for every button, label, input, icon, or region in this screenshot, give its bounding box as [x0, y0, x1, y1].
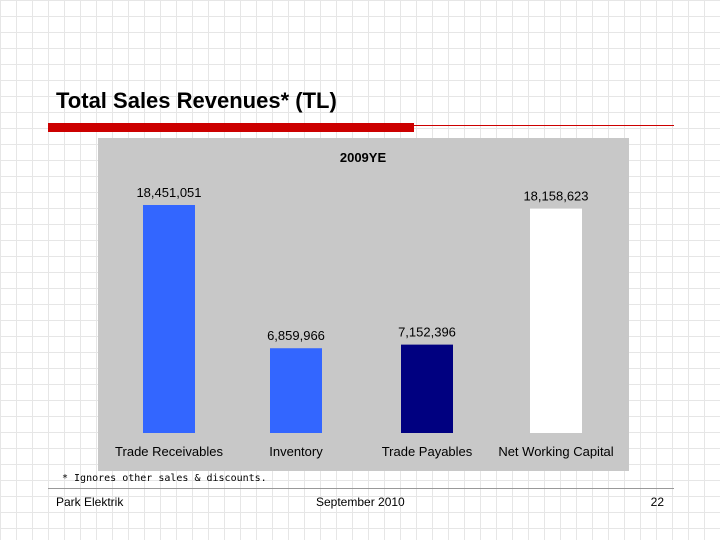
footer-date: September 2010: [316, 495, 405, 509]
footnote: * Ignores other sales & discounts.: [62, 473, 267, 484]
x-tick-label: Trade Payables: [382, 444, 473, 459]
x-tick-label: Trade Receivables: [115, 444, 223, 459]
bar-net-working-capital: [530, 208, 582, 433]
footer-divider: [48, 488, 674, 489]
data-label: 7,152,396: [398, 325, 456, 340]
data-label: 18,158,623: [523, 189, 588, 204]
footer-company: Park Elektrik: [56, 495, 124, 509]
bar-trade-payables: [401, 344, 453, 433]
data-label: 6,859,966: [267, 328, 325, 343]
page-number: 22: [650, 495, 664, 509]
title-accent-bar: [48, 123, 414, 132]
bar-inventory: [270, 348, 322, 433]
chart-title: 2009YE: [340, 150, 387, 165]
data-label: 18,451,051: [136, 185, 201, 200]
chart-panel: 2009YE 18,451,051 Trade Receivables 6,859,…: [98, 138, 629, 471]
bar-chart: 2009YE 18,451,051 Trade Receivables 6,859,…: [98, 138, 629, 471]
bar-trade-receivables: [143, 205, 195, 433]
x-tick-label: Net Working Capital: [498, 444, 613, 459]
x-tick-label: Inventory: [269, 444, 323, 459]
slide-title: Total Sales Revenues* (TL): [56, 88, 337, 113]
